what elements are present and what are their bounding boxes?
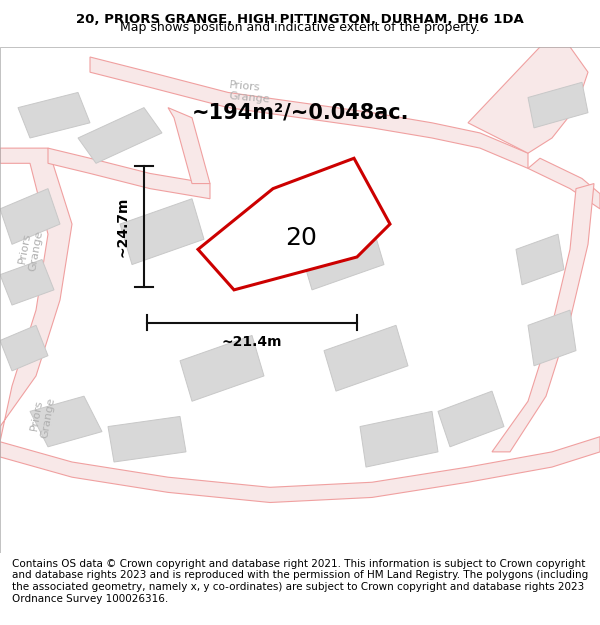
Text: Priors
Grange: Priors Grange (28, 394, 56, 439)
Polygon shape (516, 234, 564, 285)
Polygon shape (528, 158, 600, 209)
Polygon shape (360, 411, 438, 467)
Polygon shape (198, 158, 390, 290)
Polygon shape (300, 224, 384, 290)
Text: Contains OS data © Crown copyright and database right 2021. This information is : Contains OS data © Crown copyright and d… (12, 559, 588, 604)
Text: 20, PRIORS GRANGE, HIGH PITTINGTON, DURHAM, DH6 1DA: 20, PRIORS GRANGE, HIGH PITTINGTON, DURH… (76, 13, 524, 26)
Polygon shape (528, 82, 588, 128)
Polygon shape (492, 184, 594, 452)
Polygon shape (90, 57, 528, 168)
Polygon shape (30, 396, 102, 447)
Polygon shape (120, 199, 204, 264)
Polygon shape (468, 47, 588, 153)
Text: ~194m²/~0.048ac.: ~194m²/~0.048ac. (191, 102, 409, 122)
Text: 20: 20 (285, 226, 317, 250)
Polygon shape (0, 148, 72, 442)
Polygon shape (18, 92, 90, 138)
Polygon shape (180, 336, 264, 401)
Text: Map shows position and indicative extent of the property.: Map shows position and indicative extent… (120, 21, 480, 34)
Text: Priors
Grange: Priors Grange (16, 228, 44, 271)
Polygon shape (108, 416, 186, 462)
Polygon shape (48, 148, 210, 199)
Text: ~24.7m: ~24.7m (115, 196, 129, 257)
Polygon shape (168, 107, 210, 184)
Text: ~21.4m: ~21.4m (222, 336, 282, 349)
Polygon shape (0, 325, 48, 371)
Polygon shape (78, 107, 162, 163)
Polygon shape (0, 189, 60, 244)
Polygon shape (0, 259, 54, 305)
Text: Priors
Grange: Priors Grange (228, 80, 271, 105)
Polygon shape (0, 437, 600, 503)
Polygon shape (438, 391, 504, 447)
Polygon shape (528, 310, 576, 366)
Polygon shape (324, 325, 408, 391)
